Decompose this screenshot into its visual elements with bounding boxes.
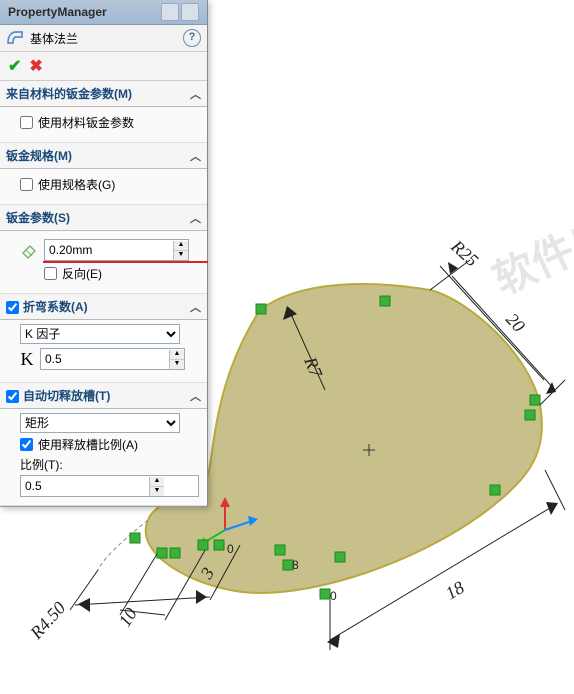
watermark-text: 软件自学网 <box>486 172 574 303</box>
pm-title: PropertyManager <box>8 5 107 19</box>
k-label: K <box>20 349 34 370</box>
thickness-icon <box>20 241 38 259</box>
reverse-label: 反向(E) <box>62 265 102 282</box>
thickness-input[interactable]: ▲▼ <box>44 239 189 261</box>
pin-icon[interactable] <box>161 3 179 21</box>
section-material-title: 来自材料的钣金参数(M) <box>6 85 132 102</box>
use-material-params-checkbox[interactable]: 使用材料钣金参数 <box>20 114 199 131</box>
chevron-up-icon[interactable]: ︿ <box>190 210 201 226</box>
chevron-up-icon[interactable]: ︿ <box>190 148 201 164</box>
section-relief-header[interactable]: 自动切释放槽(T) ︿ <box>0 383 207 409</box>
relief-type-select[interactable]: 矩形 <box>20 413 180 433</box>
spin-up-icon[interactable]: ▲ <box>170 350 184 360</box>
reverse-checkbox[interactable]: 反向(E) <box>44 265 199 282</box>
use-gauge-table-label: 使用规格表(G) <box>38 176 115 193</box>
overflow-icon[interactable] <box>181 3 199 21</box>
use-material-params-label: 使用材料钣金参数 <box>38 114 134 131</box>
k-factor-input[interactable]: ▲▼ <box>40 348 185 370</box>
section-gauge-title: 钣金规格(M) <box>6 147 72 164</box>
ratio-label: 比例(T): <box>20 456 199 473</box>
node-tag-0a: 0 <box>330 589 337 603</box>
section-gauge-header[interactable]: 钣金规格(M) ︿ <box>0 143 207 169</box>
section-material-header[interactable]: 来自材料的钣金参数(M) ︿ <box>0 81 207 107</box>
ok-button[interactable]: ✔ <box>8 56 21 76</box>
section-bend-title: 折弯系数(A) <box>23 300 88 314</box>
property-manager-panel: PropertyManager 基体法兰 ? ✔ ✖ 来自材料的钣金参数(M) … <box>0 0 208 507</box>
chevron-up-icon[interactable]: ︿ <box>190 299 201 315</box>
section-bend-header[interactable]: 折弯系数(A) ︿ <box>0 294 207 320</box>
spin-up-icon[interactable]: ▲ <box>174 241 188 251</box>
feature-name: 基体法兰 <box>30 30 78 47</box>
section-sheet-title: 钣金参数(S) <box>6 209 70 226</box>
contour-dash <box>98 520 148 570</box>
base-flange-icon <box>6 29 24 47</box>
relief-enable-checkbox[interactable] <box>6 390 19 403</box>
svg-text:10: 10 <box>114 604 140 630</box>
spin-down-icon[interactable]: ▼ <box>150 487 164 496</box>
pm-titlebar: PropertyManager <box>0 0 207 25</box>
section-sheet-header[interactable]: 钣金参数(S) ︿ <box>0 205 207 231</box>
node-tag-8: 8 <box>292 558 299 572</box>
cancel-button[interactable]: ✖ <box>29 56 42 76</box>
relief-ratio-input[interactable]: ▲▼ <box>20 475 199 497</box>
spin-down-icon[interactable]: ▼ <box>170 360 184 369</box>
use-relief-ratio-checkbox[interactable]: 使用释放槽比例(A) <box>20 436 199 453</box>
svg-text:20: 20 <box>502 309 529 336</box>
use-relief-ratio-label: 使用释放槽比例(A) <box>38 436 138 453</box>
section-relief-title: 自动切释放槽(T) <box>23 389 110 403</box>
node-tag-0b: 0 <box>227 542 234 556</box>
spin-down-icon[interactable]: ▼ <box>174 251 188 260</box>
chevron-up-icon[interactable]: ︿ <box>190 86 201 102</box>
svg-text:R4.50: R4.50 <box>25 598 69 644</box>
bend-method-select[interactable]: K 因子 <box>20 324 180 344</box>
spin-up-icon[interactable]: ▲ <box>150 477 164 487</box>
help-icon[interactable]: ? <box>183 29 201 47</box>
chevron-up-icon[interactable]: ︿ <box>190 388 201 404</box>
bend-enable-checkbox[interactable] <box>6 301 19 314</box>
use-gauge-table-checkbox[interactable]: 使用规格表(G) <box>20 176 199 193</box>
svg-text:18: 18 <box>442 577 468 603</box>
